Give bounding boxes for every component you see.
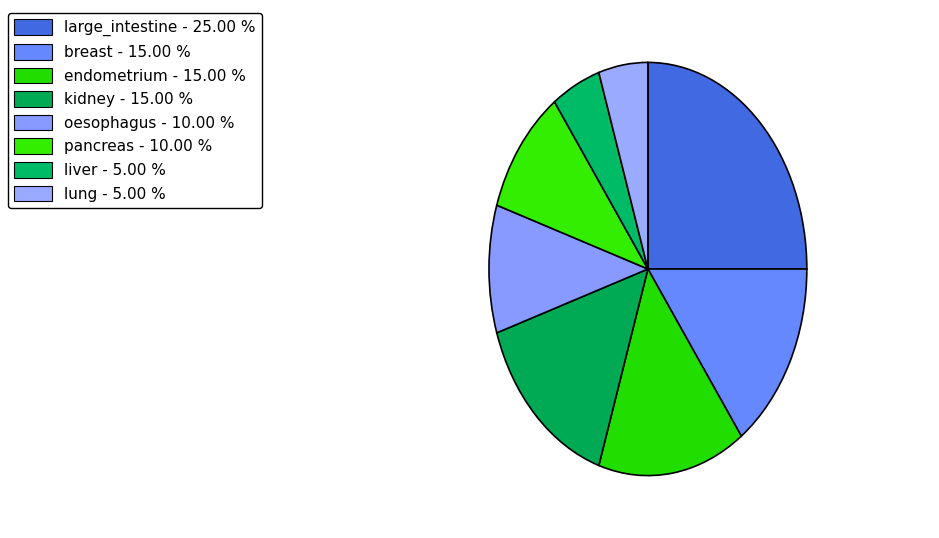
Legend: large_intestine - 25.00 %, breast - 15.00 %, endometrium - 15.00 %, kidney - 15.: large_intestine - 25.00 %, breast - 15.0… xyxy=(8,13,262,208)
Wedge shape xyxy=(648,62,807,269)
Wedge shape xyxy=(555,73,648,269)
Wedge shape xyxy=(599,269,741,476)
Wedge shape xyxy=(648,269,807,436)
Wedge shape xyxy=(599,62,648,269)
Wedge shape xyxy=(497,102,648,269)
Wedge shape xyxy=(497,269,648,465)
Wedge shape xyxy=(489,205,648,333)
